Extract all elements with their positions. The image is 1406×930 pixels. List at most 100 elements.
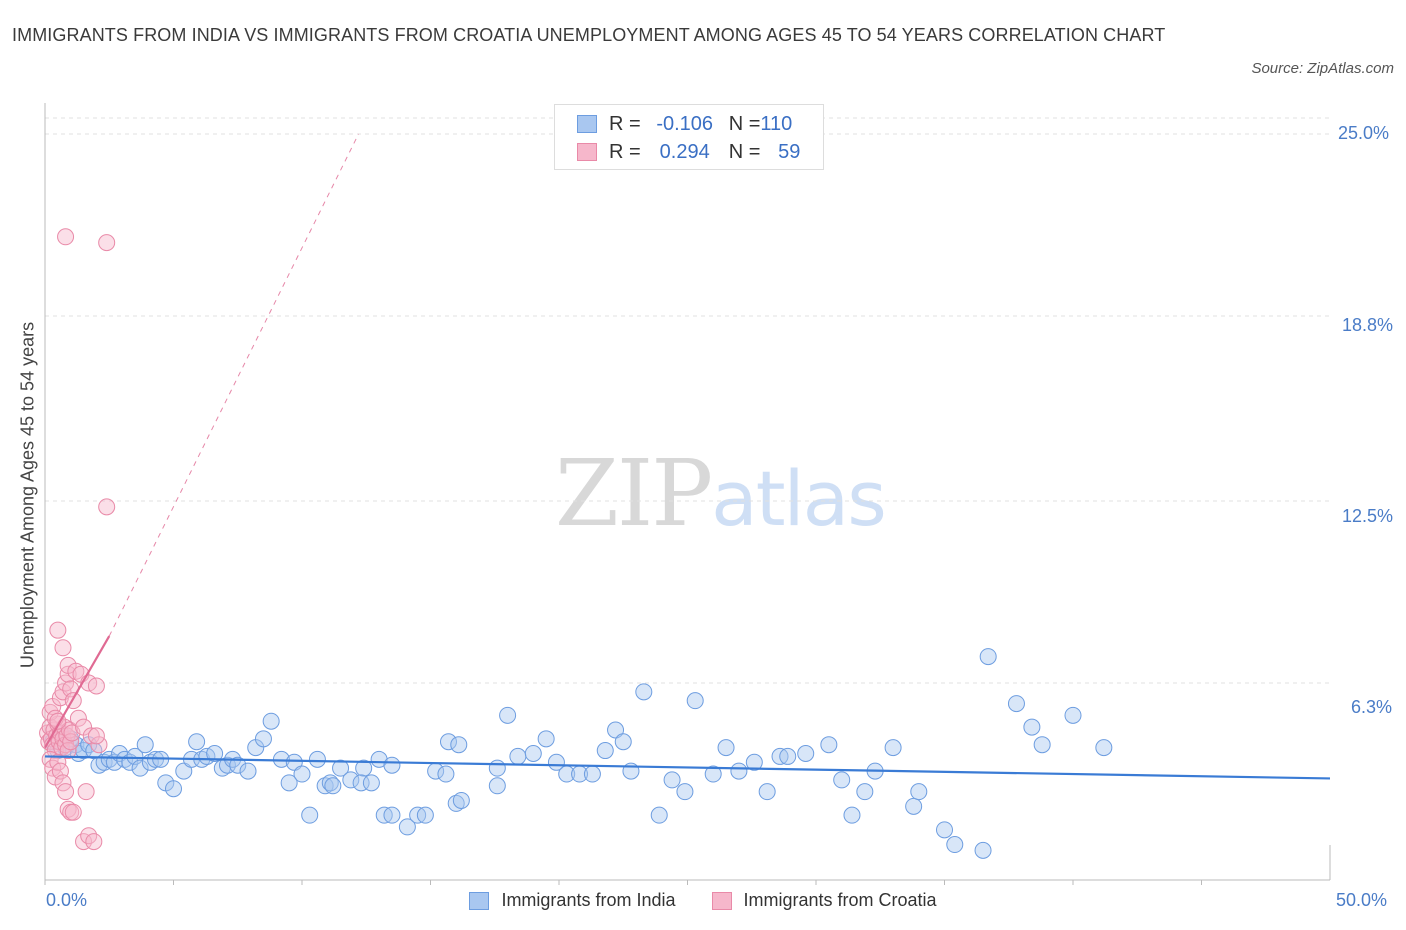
x-tick-label-min: 0.0%	[46, 890, 88, 910]
india-point	[416, 806, 434, 824]
legend-row-croatia: R = 0.294 N = 59	[577, 139, 800, 165]
india-point	[833, 771, 851, 789]
india-point	[188, 733, 206, 751]
india-point	[663, 771, 681, 789]
india-point	[165, 780, 182, 798]
india-n-value: 110	[760, 112, 793, 135]
series-legend: Immigrants from India Immigrants from Cr…	[0, 890, 1406, 911]
india-n-label: N =	[728, 112, 761, 135]
india-point	[175, 762, 193, 780]
croatia-point	[49, 621, 67, 639]
india-point	[1095, 739, 1113, 757]
india-point	[686, 692, 704, 710]
legend-item-india[interactable]: Immigrants from India	[469, 890, 676, 911]
india-point	[758, 783, 776, 801]
india-point	[450, 736, 468, 754]
india-point	[745, 753, 763, 771]
trend-lines-front	[44, 635, 1331, 780]
croatia-swatch-icon	[577, 143, 597, 161]
india-point	[321, 774, 339, 792]
india-point	[280, 774, 298, 792]
india-point	[293, 765, 311, 783]
india-point	[524, 744, 542, 762]
legend-item-croatia[interactable]: Immigrants from Croatia	[711, 890, 937, 911]
india-point	[301, 806, 319, 824]
india-point	[324, 777, 342, 795]
croatia-point	[87, 727, 105, 745]
y-tick-label-12-5: 12.5%	[1342, 506, 1394, 526]
legend-row-india: R = -0.106 N = 110	[577, 111, 792, 137]
india-point	[704, 765, 722, 783]
india-point	[974, 841, 992, 859]
croatia-legend-icon	[711, 891, 732, 910]
india-points	[44, 648, 1113, 859]
india-point	[905, 797, 923, 815]
india-point	[239, 762, 257, 780]
india-point	[136, 736, 154, 754]
croatia-point	[98, 498, 116, 516]
india-point	[342, 771, 360, 789]
india-point	[583, 765, 601, 783]
india-point	[332, 759, 350, 777]
axes	[44, 103, 1331, 885]
croatia-n-value: 59	[778, 140, 801, 163]
y-tick-label-25: 25.0%	[1338, 123, 1390, 143]
croatia-point	[87, 677, 105, 695]
india-point	[100, 750, 118, 768]
india-point	[355, 759, 373, 777]
india-point	[447, 794, 465, 812]
india-point	[383, 756, 401, 774]
india-point	[1064, 706, 1082, 724]
india-point	[1033, 736, 1051, 754]
india-point	[843, 806, 861, 824]
india-point	[1007, 695, 1025, 713]
india-point	[910, 783, 928, 801]
india-point	[779, 747, 797, 765]
india-point	[596, 742, 614, 760]
india-swatch-icon	[577, 115, 597, 133]
watermark-zip: ZIP	[555, 440, 713, 547]
india-point	[936, 821, 953, 839]
india-point	[499, 706, 517, 724]
india-point	[398, 818, 416, 836]
croatia-point	[64, 803, 82, 821]
india-point	[254, 730, 272, 748]
india-trend-line	[44, 755, 1331, 780]
croatia-point	[54, 639, 72, 657]
india-point	[206, 744, 224, 762]
trend-lines	[108, 133, 359, 637]
india-point	[717, 739, 735, 757]
india-r-label: R =	[609, 112, 641, 135]
y-tick-label-18-8: 18.8%	[1342, 315, 1394, 335]
croatia-point	[69, 709, 87, 727]
india-point	[650, 806, 668, 824]
india-point	[1023, 718, 1041, 736]
india-point	[856, 783, 874, 801]
croatia-r-label: R =	[609, 140, 641, 163]
croatia-point	[62, 733, 80, 751]
croatia-point	[67, 662, 85, 680]
india-point	[635, 683, 653, 701]
india-point	[537, 730, 555, 748]
croatia-trend-extension	[108, 133, 359, 637]
india-point	[383, 806, 401, 824]
y-axis-title: Unemployment Among Ages 45 to 54 years	[17, 321, 38, 669]
india-point	[362, 774, 380, 792]
croatia-point	[57, 783, 75, 801]
croatia-point	[57, 228, 75, 246]
india-point	[437, 765, 455, 783]
india-point	[979, 648, 997, 666]
croatia-point	[85, 833, 103, 851]
india-point	[116, 750, 134, 768]
croatia-r-value: 0.294	[659, 140, 710, 163]
croatia-points	[39, 228, 116, 851]
india-point	[797, 744, 815, 762]
india-point	[946, 836, 964, 854]
watermark-atlas: atlas	[711, 454, 887, 543]
india-r-value: -0.106	[656, 112, 714, 135]
india-point	[884, 739, 902, 757]
india-point	[509, 747, 527, 765]
india-point	[229, 756, 247, 774]
correlation-legend: R = -0.106 N = 110 R = 0.294 N = 59	[554, 104, 824, 170]
